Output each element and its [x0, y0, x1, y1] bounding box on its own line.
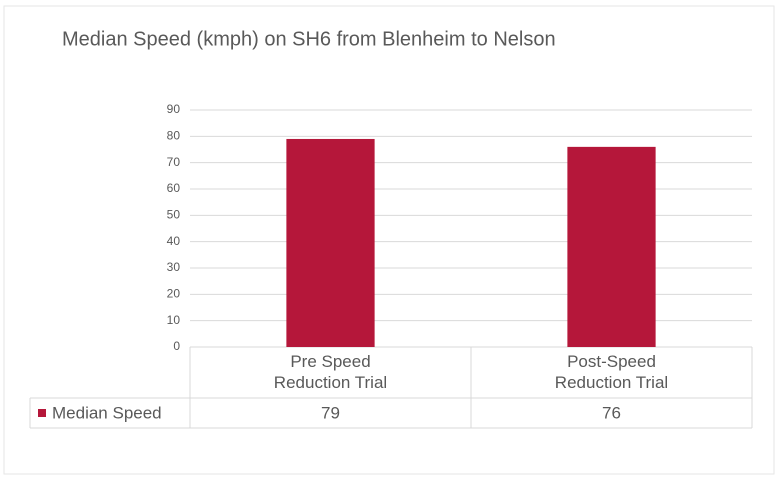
y-tick-label: 90	[167, 102, 181, 116]
y-tick-label: 10	[167, 313, 181, 327]
x-tick-label: Pre Speed Reduction Trial	[273, 352, 388, 392]
y-tick-label: 30	[167, 260, 181, 274]
legend-key	[38, 409, 46, 417]
bar	[286, 138, 375, 347]
y-tick-label: 50	[167, 208, 181, 222]
y-tick-label: 80	[167, 129, 181, 143]
y-tick-label: 60	[167, 181, 181, 195]
table-value: 76	[602, 403, 621, 422]
y-tick-label: 20	[167, 287, 181, 301]
y-tick-label: 70	[167, 155, 181, 169]
legend-label: Median Speed	[52, 403, 162, 422]
bar	[567, 146, 656, 347]
chart-title: Median Speed (kmph) on SH6 from Blenheim…	[62, 28, 556, 50]
y-tick-label: 40	[167, 234, 181, 248]
table-value: 79	[321, 403, 340, 422]
x-tick-label: Post-Speed Reduction Trial	[554, 352, 669, 392]
y-tick-label: 0	[173, 339, 180, 353]
